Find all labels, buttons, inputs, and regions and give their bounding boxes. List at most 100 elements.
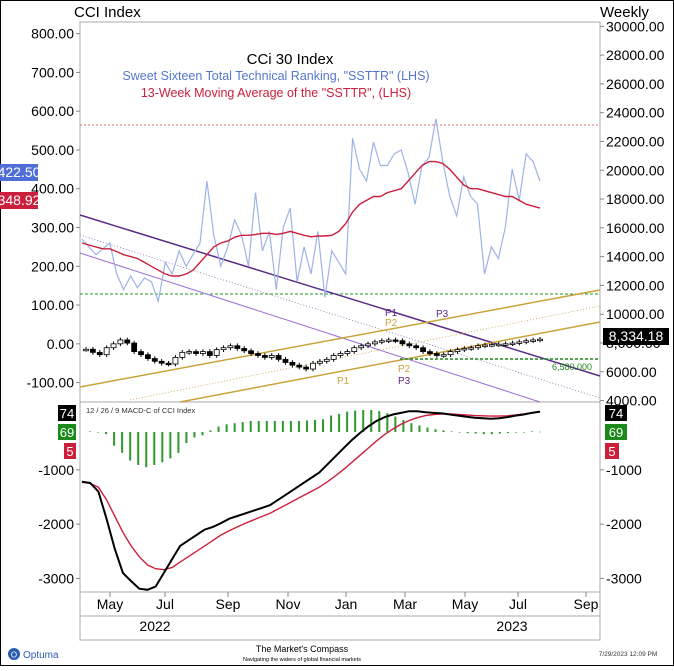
histogram-bar: [113, 432, 116, 446]
ssttr-line: [81, 118, 541, 304]
year-2023: 2023: [496, 618, 527, 634]
histogram-bar: [281, 421, 284, 432]
macd-badges-right: 74 69 5: [605, 405, 627, 459]
lower-left-axis: -1000 -2000 -3000: [38, 462, 80, 586]
candle-body: [234, 345, 241, 349]
histogram-bar: [474, 432, 477, 434]
candlesticks: [83, 336, 543, 372]
candle: [296, 362, 303, 370]
histogram-bar: [530, 431, 533, 432]
histogram-bar: [241, 422, 244, 432]
macd-line: [81, 410, 541, 591]
histogram-bar: [177, 432, 180, 453]
candle-body: [117, 339, 124, 345]
left-tick-label: 600.00: [31, 103, 74, 119]
histogram-bar: [161, 432, 164, 463]
x-tick-label: Jan: [335, 596, 358, 612]
x-tick-label: Nov: [276, 596, 301, 612]
ma-badge: 348.92: [0, 192, 41, 209]
candle: [323, 357, 330, 364]
candle-body: [316, 360, 323, 364]
svg-text:74: 74: [609, 406, 623, 421]
candle-body: [502, 343, 509, 346]
lower-right-tick-label: -3000: [606, 570, 642, 586]
candle: [509, 340, 516, 347]
candle-body: [482, 344, 488, 347]
candle: [206, 349, 213, 358]
candle-body: [241, 348, 248, 352]
x-tick-label: Sep: [574, 596, 599, 612]
candle-body: [523, 340, 530, 343]
histogram-bar: [378, 411, 381, 432]
left-tick-label: 400.00: [31, 181, 74, 197]
candle: [227, 343, 234, 351]
histogram-bar: [305, 420, 308, 432]
candle: [103, 345, 110, 358]
candle: [241, 346, 248, 354]
candle: [124, 337, 131, 346]
histogram-bar: [193, 432, 196, 438]
histogram-bar: [314, 419, 316, 432]
candle: [502, 341, 509, 347]
svg-text:74: 74: [60, 406, 74, 421]
candle: [110, 341, 117, 351]
candle: [289, 360, 296, 368]
histogram-bar: [322, 419, 325, 432]
chart-subtitle-ssttr: Sweet Sixteen Total Technical Ranking, "…: [122, 69, 429, 83]
histogram-bar: [209, 430, 212, 432]
candle-body: [358, 345, 365, 349]
support-label: 6,580.000: [552, 362, 592, 372]
svg-text:Optuma: Optuma: [23, 650, 59, 661]
ssttr-badge: 422.50: [0, 164, 41, 181]
header-left-title: CCI Index: [74, 4, 141, 21]
candle-body: [96, 351, 103, 356]
histogram-bar: [402, 419, 405, 432]
candle: [433, 351, 440, 358]
candle: [158, 358, 165, 366]
candle-body: [158, 360, 165, 364]
left-tick-label: -100.00: [27, 375, 75, 391]
candle-body: [454, 349, 461, 352]
histogram-bar: [490, 432, 493, 435]
pivot-label-p1-purple: P1: [385, 308, 398, 319]
candle-body: [427, 351, 433, 354]
histogram-bar: [265, 421, 268, 432]
candle: [461, 346, 468, 352]
candle-body: [89, 348, 96, 353]
footer-date: 7/29/2023 12:09 PM: [599, 651, 658, 658]
chart-subtitle-ma: 13-Week Moving Average of the "SSTTR", (…: [141, 86, 411, 100]
candle: [440, 352, 447, 358]
histogram-bar: [498, 432, 501, 434]
candle-body: [124, 339, 131, 344]
candle: [310, 360, 316, 372]
histogram-bar: [249, 421, 252, 432]
candle-body: [151, 358, 158, 362]
right-tick-label: 16000.00: [606, 220, 665, 236]
candle: [523, 338, 530, 345]
pivot-label-p3-purple: P3: [436, 309, 449, 320]
candle-body: [378, 340, 385, 343]
histogram-bar: [257, 421, 260, 432]
purple-channel-upper: [79, 214, 601, 377]
histogram-bar: [89, 431, 91, 432]
candle: [420, 345, 426, 354]
candle: [413, 343, 420, 351]
svg-text:O: O: [11, 651, 17, 660]
candle-body: [110, 343, 117, 349]
right-tick-label: 12000.00: [606, 277, 665, 293]
candle: [179, 350, 186, 360]
candle: [392, 337, 399, 344]
right-tick-label: 10000.00: [606, 306, 665, 322]
right-tick-label: 22000.00: [606, 133, 665, 149]
histogram-bar: [386, 413, 389, 432]
candle-body: [344, 351, 351, 354]
right-tick-label: 4000.00: [606, 393, 657, 409]
candle: [220, 345, 227, 352]
candle: [330, 353, 337, 362]
trend-channels: [79, 214, 601, 403]
histogram-bar: [410, 423, 413, 432]
candle-body: [227, 345, 234, 349]
histogram-bar: [297, 421, 300, 432]
histogram-bar: [330, 415, 333, 432]
